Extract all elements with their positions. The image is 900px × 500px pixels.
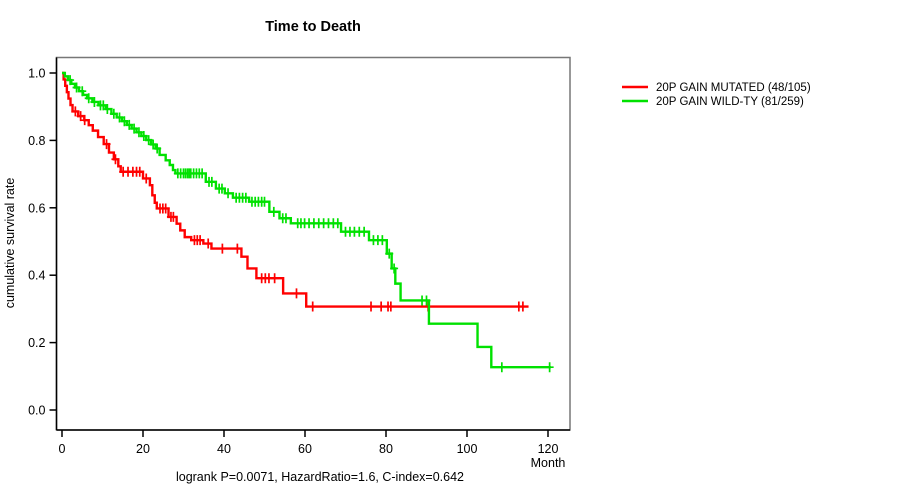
censor-tick (233, 243, 242, 254)
x-tick-label: 80 (379, 442, 393, 456)
censor-tick (66, 75, 75, 86)
legend-label: 20P GAIN WILD-TY (81/259) (656, 96, 804, 108)
y-tick-label: 0.0 (28, 404, 45, 418)
stats-caption: logrank P=0.0071, HazardRatio=1.6, C-ind… (176, 470, 464, 484)
censor-tick (144, 135, 153, 146)
axis-ticks: 0 20 40 60 80 100 120 0.0 0.2 0.4 0.6 0.8 1.0 (28, 67, 558, 457)
censor-tick (333, 218, 342, 229)
x-tick-label: 120 (538, 442, 559, 456)
censor-tick (378, 235, 387, 246)
censor-tick (386, 301, 395, 312)
censor-tick (84, 93, 93, 104)
censor-tick (518, 301, 527, 312)
censor-tick (80, 115, 89, 126)
censor-tick (281, 213, 290, 224)
chart-title: Time to Death (265, 19, 361, 35)
censor-tick (161, 203, 170, 214)
censor-tick (134, 127, 143, 138)
censor-tick (422, 295, 431, 306)
survival-curve (62, 71, 551, 369)
y-tick-label: 0.4 (28, 269, 45, 283)
censor-tick (360, 226, 369, 237)
censor-tick (169, 211, 178, 222)
survival-curves (62, 71, 554, 373)
y-tick-label: 0.2 (28, 336, 45, 350)
censor-tick (71, 106, 80, 117)
censor-tick (72, 82, 81, 93)
censor-tick (142, 173, 151, 184)
x-tick-label: 0 (59, 442, 66, 456)
censor-tick (377, 301, 386, 312)
x-tick-label: 60 (298, 442, 312, 456)
y-tick-label: 0.8 (28, 134, 45, 148)
censor-tick (115, 112, 124, 123)
censor-tick (390, 263, 399, 274)
censor-tick (269, 206, 278, 217)
censor-tick (207, 176, 216, 187)
plot-frame (55, 56, 571, 431)
censor-tick (204, 238, 213, 249)
censor-tick (130, 123, 139, 134)
censor-tick (120, 116, 129, 127)
legend-label: 20P GAIN MUTATED (48/105) (656, 82, 811, 94)
y-tick-label: 0.6 (28, 201, 45, 215)
censor-tick (196, 235, 205, 246)
censor-tick (367, 301, 376, 312)
x-axis-label: Month (531, 456, 566, 470)
censor-tick (224, 188, 233, 199)
censor-tick (497, 362, 506, 373)
censor-tick (270, 273, 279, 284)
censor-tick (135, 166, 144, 177)
x-tick-label: 40 (217, 442, 231, 456)
censor-tick (260, 196, 269, 207)
censor-tick (103, 104, 112, 115)
y-tick-label: 1.0 (28, 67, 45, 81)
censor-tick (99, 100, 108, 111)
censor-tick (153, 143, 162, 154)
censor-tick (545, 362, 554, 373)
censor-tick (139, 131, 148, 142)
censor-tick (78, 86, 87, 97)
y-axis-label: cumulative survival rate (3, 178, 17, 309)
censor-tick (125, 119, 134, 130)
censor-tick (102, 139, 111, 150)
censor-tick (111, 154, 120, 165)
censor-tick (198, 168, 207, 179)
legend: 20P GAIN MUTATED (48/105) 20P GAIN WILD-T… (622, 82, 811, 108)
x-tick-label: 20 (136, 442, 150, 456)
censor-tick (308, 301, 317, 312)
censor-tick (109, 108, 118, 119)
censor-tick (217, 183, 226, 194)
censor-tick (385, 248, 394, 259)
censor-tick (76, 111, 85, 122)
censor-tick (149, 139, 158, 150)
censor-tick (218, 243, 227, 254)
censor-tick (241, 192, 250, 203)
survival-curve (62, 71, 529, 308)
censor-tick (292, 288, 301, 299)
plot-border (55, 56, 571, 431)
censor-tick (90, 96, 99, 107)
x-tick-label: 100 (457, 442, 478, 456)
